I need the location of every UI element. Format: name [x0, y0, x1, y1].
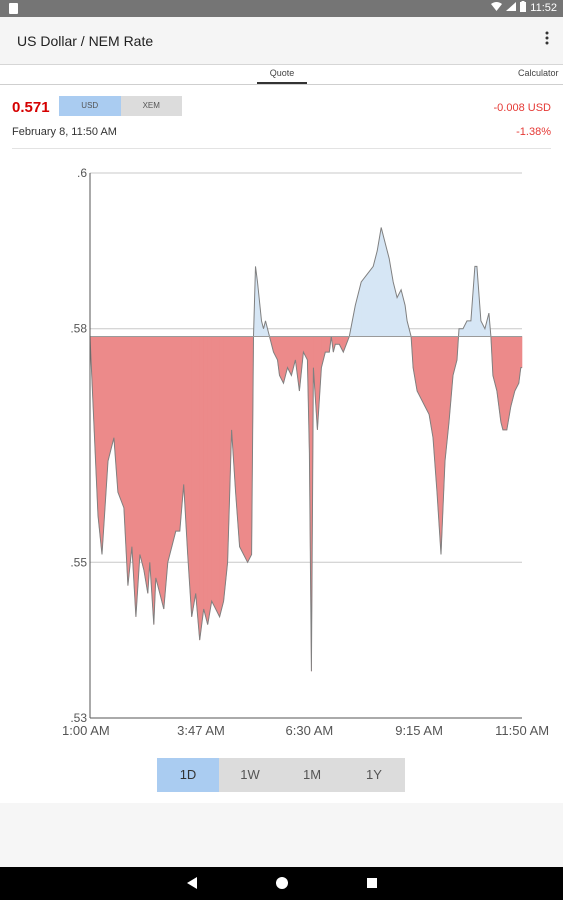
status-bar: 11:52 [0, 0, 563, 17]
area-fill-above [458, 328, 464, 337]
recents-icon[interactable] [366, 876, 378, 895]
rate-chart: .6 .58 .55 .531:00 AM 3:47 AM 6:30 AM 9:15 AM 1… [62, 166, 549, 738]
series-line [89, 227, 522, 672]
range-1y-button[interactable]: 1Y [343, 758, 405, 792]
area-fill-below [502, 336, 508, 431]
area-fill-above [380, 227, 386, 337]
current-price: 0.571 [12, 99, 50, 116]
area-fill-below [117, 336, 125, 508]
area-fill-below [155, 336, 161, 594]
area-fill-below [207, 336, 212, 625]
price-change: -0.008 USD [493, 102, 551, 114]
area-fill-above [462, 320, 468, 337]
area-fill-below [191, 336, 197, 617]
tab-quote[interactable]: Quote [269, 68, 295, 78]
area-fill-below [335, 336, 340, 345]
area-fill-below [247, 336, 252, 563]
divider [12, 148, 551, 149]
area-fill-below [243, 336, 248, 563]
area-fill-below [420, 336, 426, 407]
y-tick-label: .53 [70, 711, 87, 725]
area-fill-below [167, 336, 173, 563]
area-fill-below [428, 336, 434, 438]
app-title: US Dollar / NEM Rate [17, 33, 154, 49]
currency-toggle: USD XEM [59, 96, 182, 116]
area-fill-above [366, 265, 374, 337]
area-fill-below [149, 336, 155, 625]
x-tick-label: 11:50 AM [495, 723, 549, 738]
area-fill-below [135, 336, 141, 617]
status-icons: 11:52 [491, 1, 557, 15]
tab-bar: Quote Calculator [0, 65, 563, 85]
area-fill-below [440, 336, 446, 555]
area-fill-below [510, 336, 516, 407]
sim-card-icon [9, 3, 18, 14]
area-fill-below [424, 336, 430, 415]
battery-icon [520, 1, 527, 15]
area-fill-above [354, 281, 362, 337]
area-fill-below [291, 336, 296, 376]
area-fill-below [520, 336, 523, 368]
area-fill-below [175, 336, 181, 532]
y-tick-label: .58 [70, 322, 87, 336]
area-fill-above [466, 320, 472, 337]
x-tick-label: 3:47 AM [177, 723, 225, 738]
wifi-icon [491, 2, 503, 14]
area-fill-below [223, 336, 228, 602]
app-bar: US Dollar / NEM Rate [0, 17, 563, 65]
area-fill-below [321, 336, 326, 368]
y-tick-label: .6 [77, 166, 87, 180]
area-fill-above [480, 320, 486, 337]
area-fill-below [159, 336, 165, 610]
area-fill-below [416, 336, 422, 399]
area-fill-below [187, 336, 193, 617]
area-fill-below [203, 336, 208, 625]
area-fill-below [171, 336, 177, 547]
more-vert-icon[interactable] [545, 29, 549, 49]
area-fill-below [514, 336, 520, 392]
home-icon[interactable] [275, 876, 289, 895]
range-1w-button[interactable]: 1W [219, 758, 281, 792]
area-fill-below [195, 336, 200, 641]
area-fill-above [376, 227, 382, 337]
area-fill-below [143, 336, 149, 594]
footer-area [0, 803, 563, 867]
signal-icon [506, 2, 517, 14]
currency-xem-button[interactable]: XEM [120, 96, 182, 116]
tab-calculator[interactable]: Calculator [518, 68, 559, 78]
y-tick-label: .55 [70, 555, 87, 569]
navigation-bar [0, 867, 563, 900]
range-selector: 1D 1W 1M 1Y [157, 758, 405, 792]
area-fill-below [199, 336, 204, 641]
area-fill-above [360, 273, 368, 337]
area-fill-below [211, 336, 216, 610]
area-fill-below [339, 336, 344, 353]
x-tick-label: 6:30 AM [286, 723, 334, 738]
price-change-percent: -1.38% [516, 126, 551, 138]
clock: 11:52 [530, 2, 557, 14]
back-icon[interactable] [186, 876, 198, 895]
range-1d-button[interactable]: 1D [157, 758, 219, 792]
area-fill-below [325, 336, 330, 353]
area-fill-below [219, 336, 224, 617]
area-fill-below [215, 336, 220, 617]
area-fill-below [101, 336, 109, 555]
currency-usd-button[interactable]: USD [59, 96, 121, 116]
x-tick-label: 1:00 AM [62, 723, 110, 738]
area-fill-below [412, 336, 418, 392]
area-fill-below [239, 336, 244, 555]
x-tick-label: 9:15 AM [395, 723, 443, 738]
quote-timestamp: February 8, 11:50 AM [12, 126, 117, 138]
tab-indicator [257, 82, 307, 84]
range-1m-button[interactable]: 1M [281, 758, 343, 792]
